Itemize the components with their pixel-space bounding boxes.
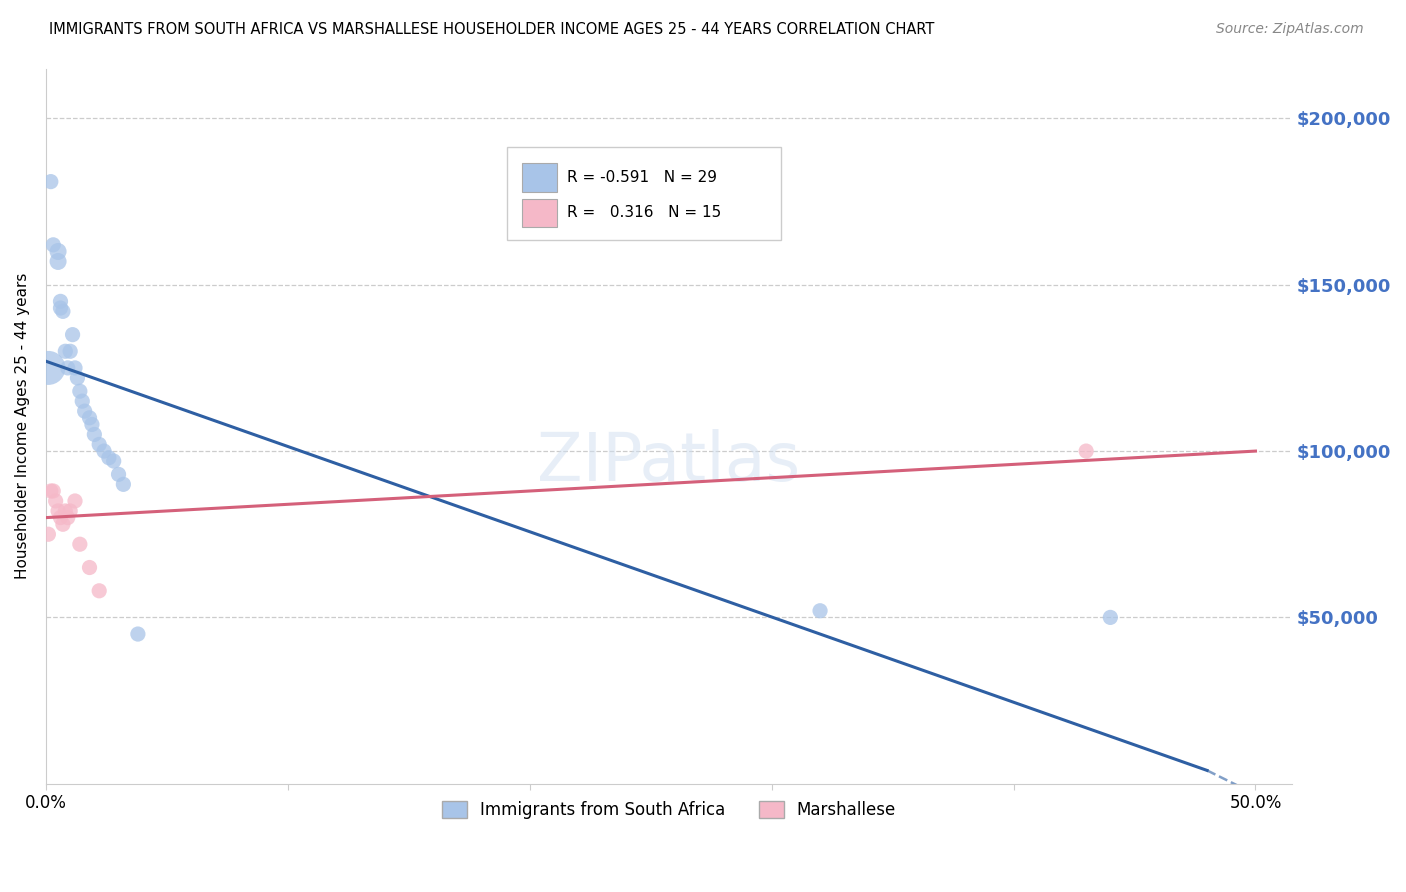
Point — [103, 454, 125, 468]
Point — [808, 604, 831, 618]
Point — [53, 344, 76, 359]
Text: ZIPatlas: ZIPatlas — [537, 429, 800, 495]
Text: IMMIGRANTS FROM SOUTH AFRICA VS MARSHALLESE HOUSEHOLDER INCOME AGES 25 - 44 YEAR: IMMIGRANTS FROM SOUTH AFRICA VS MARSHALL… — [49, 22, 935, 37]
Point — [42, 237, 65, 252]
Text: R = -0.591   N = 29: R = -0.591 N = 29 — [567, 169, 717, 185]
Point — [46, 244, 69, 259]
Point — [62, 327, 84, 342]
Point — [127, 627, 149, 641]
Point — [1099, 610, 1122, 624]
Point — [93, 444, 115, 458]
Point — [56, 510, 79, 524]
Point — [59, 504, 82, 518]
Point — [37, 360, 59, 375]
Point — [89, 437, 111, 451]
Point — [79, 560, 101, 574]
FancyBboxPatch shape — [522, 163, 557, 192]
Point — [63, 494, 86, 508]
FancyBboxPatch shape — [508, 147, 780, 240]
Point — [1076, 444, 1098, 458]
Point — [52, 304, 75, 318]
Point — [52, 517, 75, 532]
Point — [59, 344, 82, 359]
Point — [63, 360, 86, 375]
Text: Source: ZipAtlas.com: Source: ZipAtlas.com — [1216, 22, 1364, 37]
Point — [69, 537, 91, 551]
Point — [80, 417, 103, 432]
Point — [112, 477, 135, 491]
Point — [45, 494, 67, 508]
Point — [72, 394, 94, 409]
Point — [49, 510, 72, 524]
Y-axis label: Householder Income Ages 25 - 44 years: Householder Income Ages 25 - 44 years — [15, 273, 30, 579]
Point — [89, 583, 111, 598]
Point — [46, 254, 69, 268]
Point — [107, 467, 129, 482]
Point — [83, 427, 105, 442]
Point — [39, 175, 62, 189]
Point — [73, 404, 96, 418]
Point — [49, 301, 72, 315]
Legend: Immigrants from South Africa, Marshallese: Immigrants from South Africa, Marshalles… — [434, 794, 903, 825]
Point — [37, 527, 59, 541]
Point — [46, 504, 69, 518]
Point — [97, 450, 120, 465]
Text: R =   0.316   N = 15: R = 0.316 N = 15 — [567, 205, 721, 220]
Point — [66, 371, 89, 385]
FancyBboxPatch shape — [522, 199, 557, 227]
Point — [69, 384, 91, 399]
Point — [79, 410, 101, 425]
Point — [42, 483, 65, 498]
Point — [49, 294, 72, 309]
Point — [53, 504, 76, 518]
Point — [39, 483, 62, 498]
Point — [56, 360, 79, 375]
